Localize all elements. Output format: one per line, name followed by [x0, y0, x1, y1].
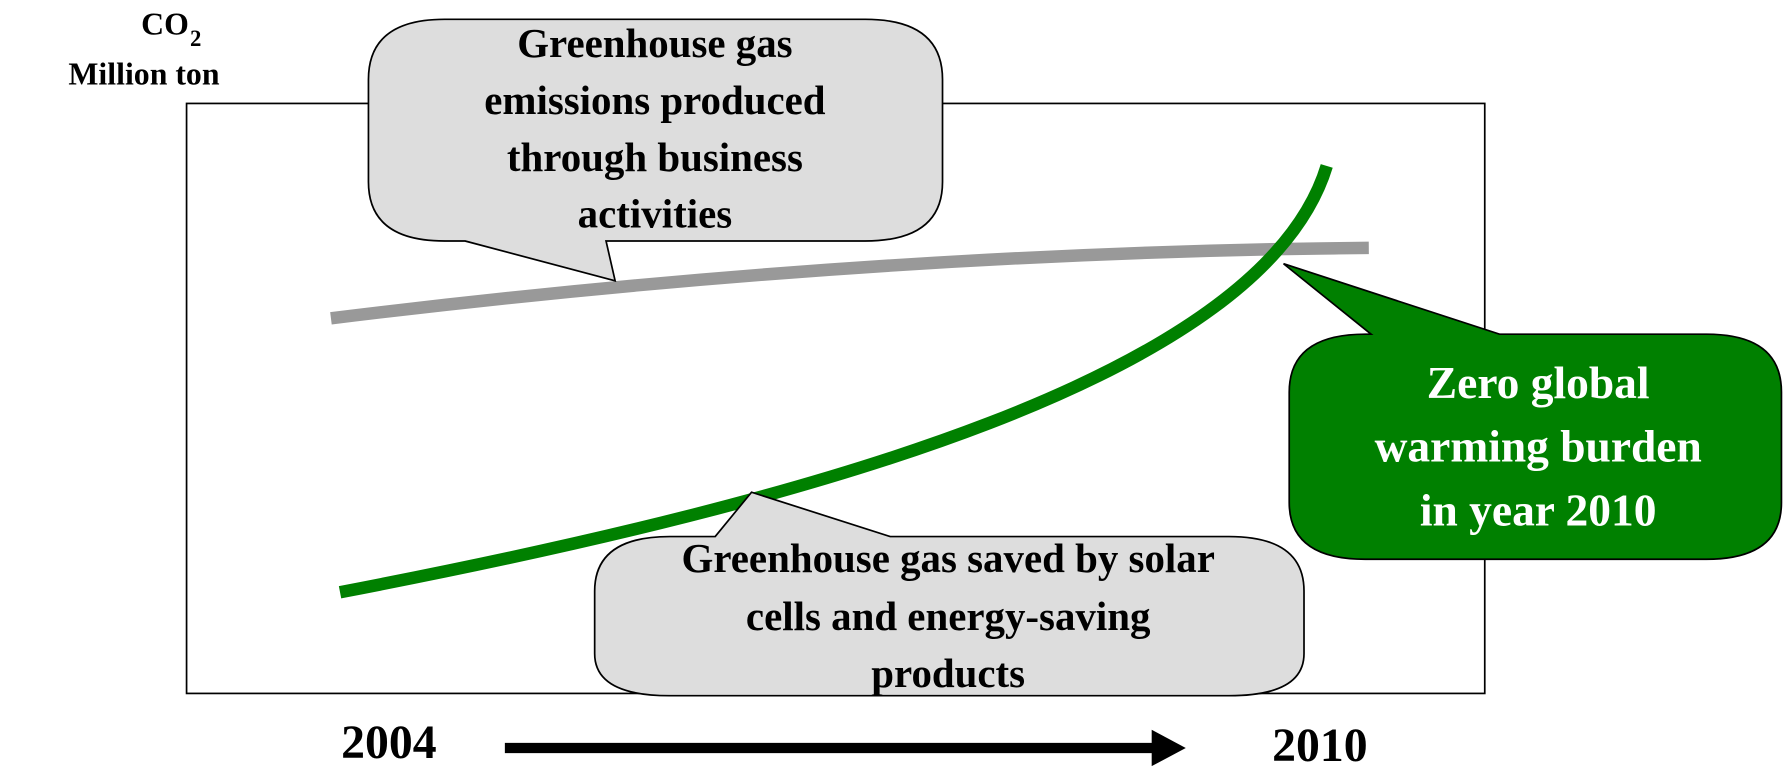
- year-end: 2010: [1272, 719, 1367, 772]
- arrow-head: [1151, 729, 1186, 767]
- callout-savings: [593, 491, 1305, 697]
- emissions-curve: [330, 241, 1369, 325]
- callout-text: activities: [578, 192, 732, 237]
- callout-text: through business: [507, 135, 803, 180]
- axis-unit: Million ton: [68, 57, 219, 92]
- year-start: 2004: [341, 716, 436, 769]
- callout-text: emissions produced: [484, 78, 826, 123]
- axis-symbol: CO: [141, 7, 189, 42]
- savings-curve: [338, 164, 1333, 599]
- callout-text: Greenhouse gas saved by solar: [682, 536, 1215, 581]
- callout-zero: [1283, 262, 1783, 561]
- callout-text: Zero global: [1427, 357, 1650, 408]
- callout-emissions: [367, 18, 944, 282]
- callout-text: products: [871, 651, 1025, 696]
- axis-subscript: 2: [190, 26, 201, 51]
- callout-text: warming burden: [1375, 421, 1702, 472]
- callout-text: in year 2010: [1420, 484, 1657, 535]
- callout-text: cells and energy-saving: [746, 594, 1151, 639]
- callout-text: Greenhouse gas: [517, 21, 792, 66]
